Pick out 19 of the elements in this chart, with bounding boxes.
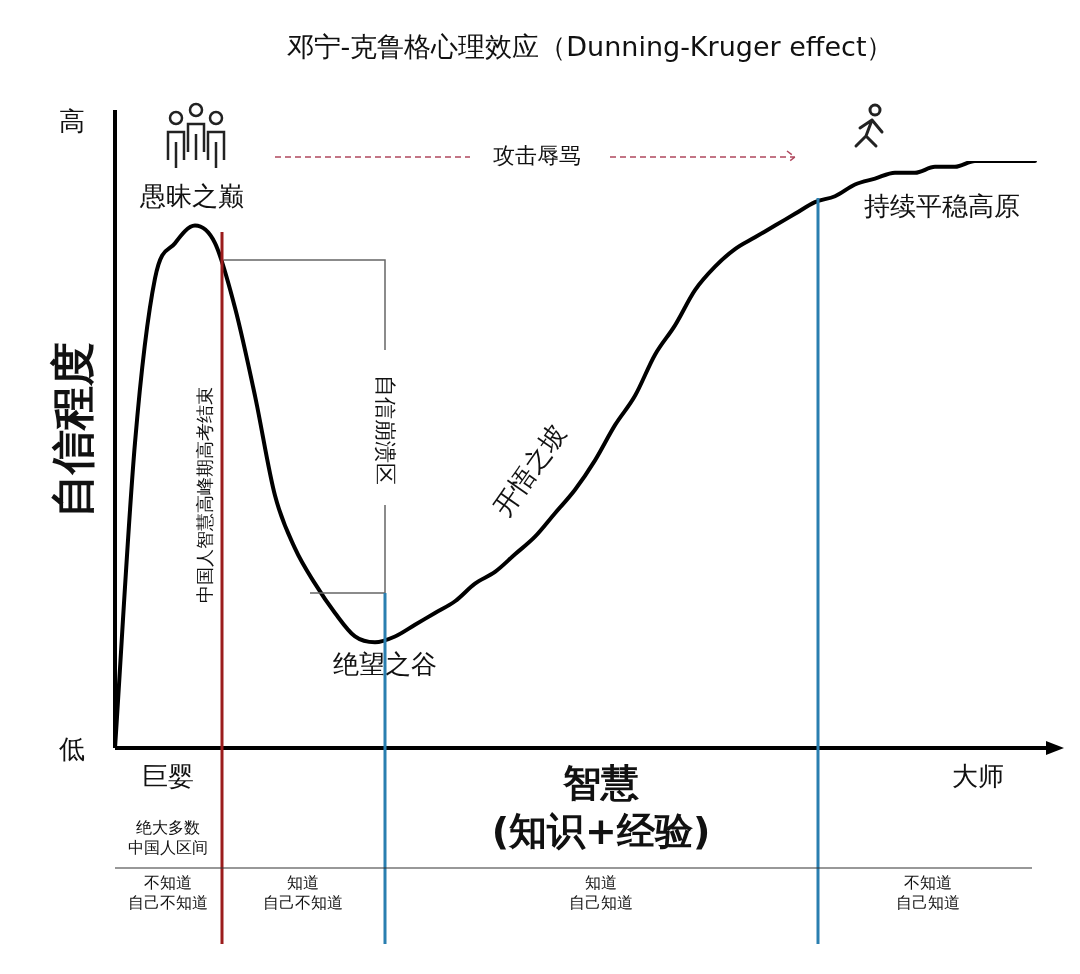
- text: 不知道自己知道: [896, 873, 960, 913]
- text: 巨婴: [142, 760, 194, 793]
- annotation: 中国人智慧高峰期高考结束: [193, 387, 216, 603]
- text: 大师: [952, 760, 1004, 793]
- text: 绝大多数中国人区间: [128, 818, 208, 858]
- annotation: 自信崩溃区: [371, 375, 399, 485]
- annotation: 愚昧之巅: [140, 180, 244, 213]
- chart-title: 邓宁-克鲁格心理效应（Dunning-Kruger effect）: [286, 30, 894, 64]
- x-axis-title: 智慧 (知识+经验): [491, 760, 711, 855]
- text: 知道自己不知道: [263, 873, 343, 913]
- text: 低: [59, 733, 85, 766]
- annotation: 绝望之谷: [333, 648, 437, 681]
- y-axis-title: 自信程度: [45, 342, 99, 518]
- text: 高: [59, 105, 85, 138]
- annotation: 攻击辱骂: [493, 142, 581, 170]
- text: 知道自己知道: [569, 873, 633, 913]
- annotation: 持续平稳高原: [864, 190, 1020, 223]
- annotation: 开悟之坡: [486, 418, 573, 522]
- text: 不知道自己不知道: [128, 873, 208, 913]
